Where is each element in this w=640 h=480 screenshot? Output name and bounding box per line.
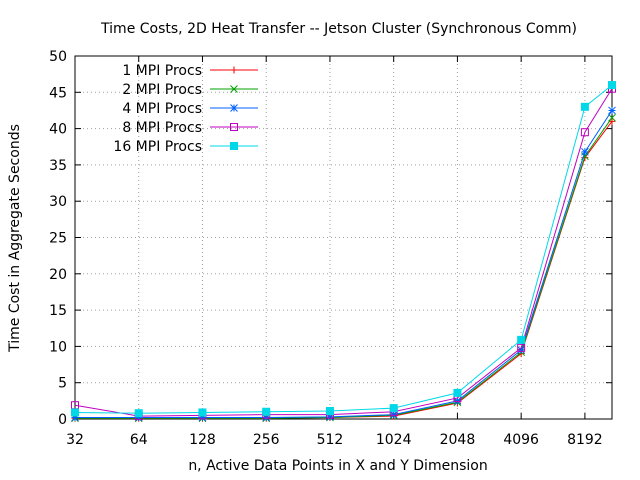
data-point-10.9 [517, 335, 526, 344]
data-point-0.6 [389, 410, 398, 419]
y-tick-label-5: 25 [49, 231, 67, 247]
data-point-1.5 [389, 404, 398, 413]
grid-lines [75, 56, 612, 419]
data-point-39.5 [580, 128, 589, 137]
legend-item-2: 2 MPI Procs [122, 82, 258, 98]
legend-item-3: 4 MPI Procs [122, 101, 258, 117]
y-axis-label: Time Cost in Aggregate Seconds [7, 124, 23, 353]
legend-marker [230, 104, 238, 112]
data-point-0.3 [326, 412, 334, 421]
legend-item-4: 8 MPI Procs [122, 120, 258, 136]
legend-marker [230, 142, 238, 150]
data-point-36.8 [581, 147, 589, 156]
data-point-0.2 [71, 413, 79, 422]
x-tick-label-5: 1024 [376, 432, 412, 448]
series-3 [71, 106, 616, 422]
data-point-0.2 [198, 413, 207, 422]
data-point-9.8 [517, 343, 526, 352]
series-2 [71, 113, 616, 423]
y-axis: 0 5 10 15 20 25 30 35 40 45 50 [49, 49, 612, 428]
legend-label: 16 MPI Procs [113, 139, 202, 155]
y-tick-label-1: 5 [58, 376, 67, 392]
legend-label: 4 MPI Procs [122, 101, 202, 117]
legend-item-1: 1 MPI Procs [122, 63, 258, 79]
y-tick-label-10: 50 [49, 49, 67, 65]
x-tick-label-0: 32 [66, 432, 84, 448]
data-point-1 [262, 407, 271, 416]
x-tick-label-7: 4096 [503, 432, 539, 448]
legend-label: 2 MPI Procs [122, 82, 202, 98]
y-tick-label-2: 10 [49, 339, 67, 355]
x-tick-label-2: 128 [189, 432, 216, 448]
data-point-3.6 [453, 388, 462, 397]
legend-marker [230, 85, 238, 93]
y-tick-label-7: 35 [49, 158, 67, 174]
data-point-0.2 [134, 413, 143, 422]
y-tick-label-3: 15 [49, 303, 67, 319]
legend-marker [230, 66, 238, 74]
legend: 1 MPI Procs 2 MPI Procs 4 MPI Procs 8 MPI P… [113, 63, 258, 155]
y-tick-label-4: 20 [49, 267, 67, 283]
legend-marker [230, 123, 238, 131]
series-line [75, 121, 613, 419]
legend-label: 1 MPI Procs [122, 63, 202, 79]
series-layer [71, 81, 616, 423]
x-axis-label: n, Active Data Points in X and Y Dimensi… [188, 458, 487, 474]
series-line [74, 84, 613, 414]
data-point-0.2 [262, 413, 271, 422]
x-axis: 32 64 128 256 512 1024 2048 4096 8192 [66, 56, 603, 448]
y-tick-label-6: 30 [49, 194, 67, 210]
x-tick-label-1: 64 [130, 432, 148, 448]
series-1 [71, 117, 616, 422]
series-line [74, 88, 613, 417]
x-tick-label-6: 2048 [440, 432, 476, 448]
data-point-43 [580, 102, 589, 111]
x-tick-label-3: 256 [253, 432, 280, 448]
y-tick-label-8: 40 [49, 122, 67, 138]
x-tick-label-4: 512 [317, 432, 344, 448]
data-point-0.8 [134, 409, 143, 418]
data-point-0.9 [71, 408, 79, 417]
y-tick-label-0: 0 [58, 412, 67, 428]
legend-item-5: 16 MPI Procs [113, 139, 258, 155]
y-tick-label-9: 45 [49, 85, 67, 101]
data-point-9.5 [517, 346, 526, 354]
series-line [75, 110, 613, 419]
data-point-46 [608, 81, 616, 90]
series-line [75, 117, 613, 419]
data-point-41.5 [608, 113, 616, 122]
data-point-0.9 [198, 408, 207, 417]
x-tick-label-8: 8192 [567, 432, 603, 448]
chart-title: Time Costs, 2D Heat Transfer -- Jetson C… [100, 21, 577, 37]
data-point-1.1 [325, 407, 334, 416]
legend-label: 8 MPI Procs [122, 120, 202, 136]
data-point-42.5 [608, 106, 616, 115]
series-5 [71, 81, 616, 418]
data-point-2.5 [453, 396, 462, 405]
